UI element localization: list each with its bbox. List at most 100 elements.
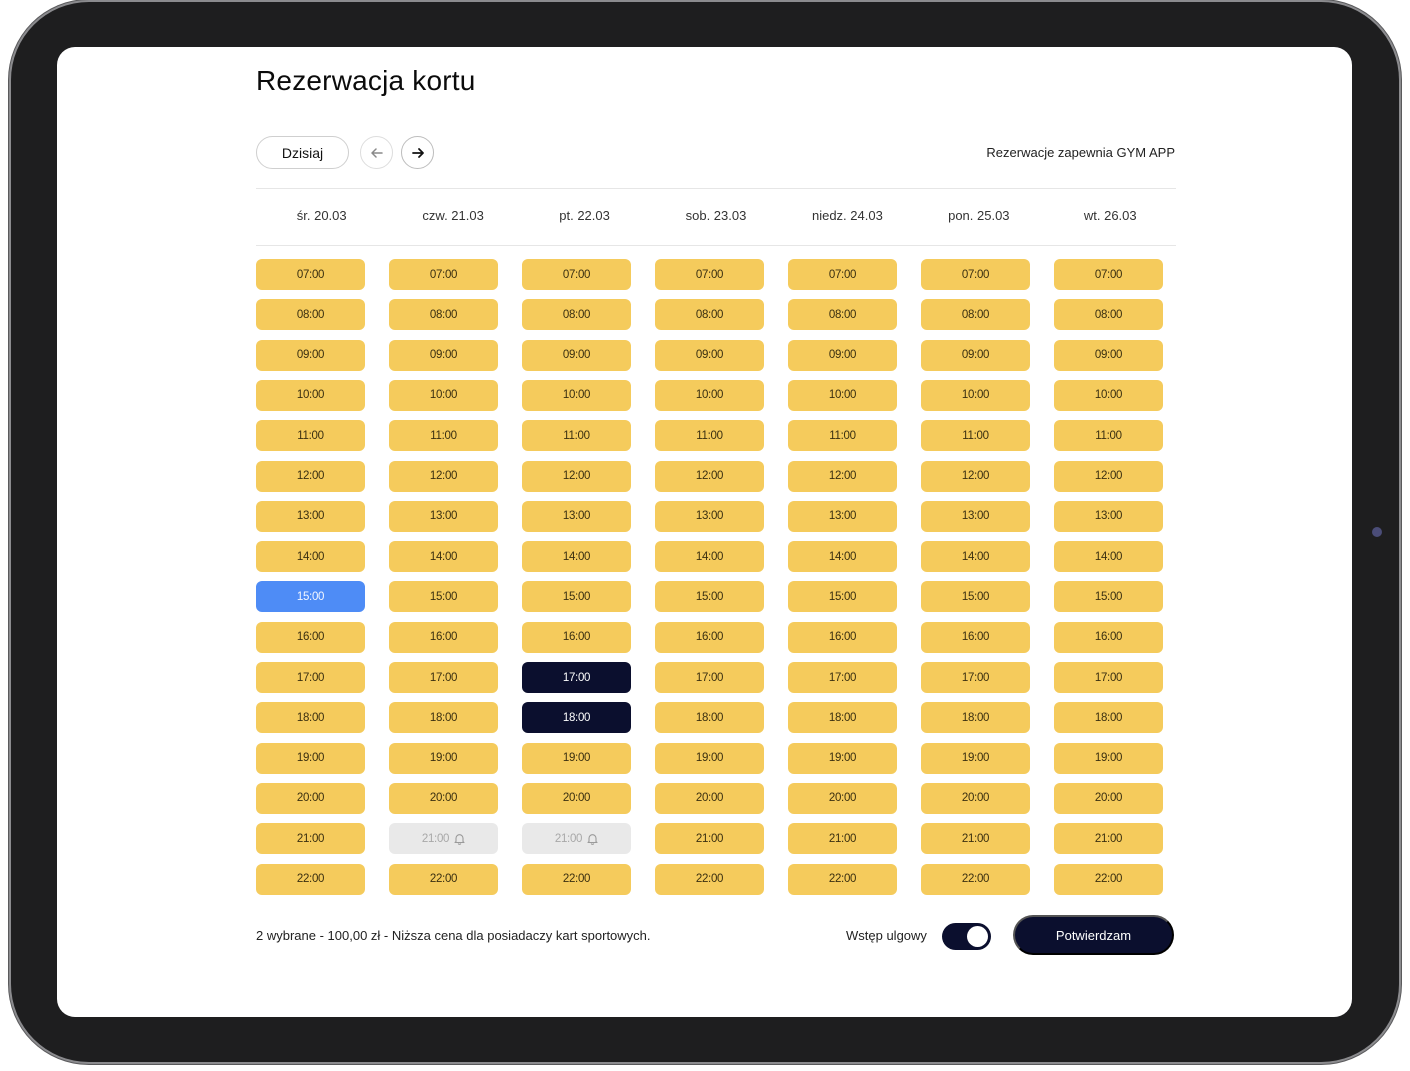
time-slot-available[interactable]: 12:00 [788, 460, 897, 492]
time-slot-available[interactable]: 17:00 [655, 662, 764, 693]
time-slot-available[interactable]: 08:00 [655, 299, 764, 331]
time-slot-available[interactable]: 20:00 [655, 782, 764, 814]
time-slot-available[interactable]: 19:00 [389, 742, 498, 774]
today-button[interactable]: Dzisiaj [256, 136, 349, 169]
time-slot-available[interactable]: 14:00 [788, 541, 897, 573]
time-slot-available[interactable]: 16:00 [788, 621, 897, 653]
time-slot-available[interactable]: 12:00 [921, 460, 1030, 492]
time-slot-available[interactable]: 10:00 [655, 379, 764, 411]
time-slot-available[interactable]: 12:00 [256, 460, 365, 492]
time-slot-available[interactable]: 12:00 [522, 460, 631, 492]
time-slot-available[interactable]: 14:00 [522, 541, 631, 573]
time-slot-available[interactable]: 22:00 [1054, 863, 1163, 895]
time-slot-available[interactable]: 07:00 [655, 259, 764, 290]
time-slot-available[interactable]: 21:00 [655, 823, 764, 855]
time-slot-available[interactable]: 18:00 [1054, 702, 1163, 734]
time-slot-available[interactable]: 17:00 [921, 662, 1030, 693]
time-slot-available[interactable]: 19:00 [655, 742, 764, 774]
time-slot-available[interactable]: 08:00 [788, 299, 897, 331]
time-slot-available[interactable]: 21:00 [1054, 823, 1163, 855]
time-slot-available[interactable]: 08:00 [389, 299, 498, 331]
time-slot-available[interactable]: 13:00 [389, 500, 498, 532]
time-slot-available[interactable]: 09:00 [921, 339, 1030, 371]
time-slot-available[interactable]: 07:00 [256, 259, 365, 290]
time-slot-available[interactable]: 08:00 [522, 299, 631, 331]
time-slot-available[interactable]: 09:00 [1054, 339, 1163, 371]
time-slot-available[interactable]: 19:00 [522, 742, 631, 774]
time-slot-available[interactable]: 22:00 [921, 863, 1030, 895]
time-slot-available[interactable]: 07:00 [522, 259, 631, 290]
previous-week-button[interactable] [360, 136, 393, 169]
confirm-button[interactable]: Potwierdzam [1013, 915, 1174, 955]
time-slot-available[interactable]: 21:00 [256, 823, 365, 855]
time-slot-available[interactable]: 20:00 [389, 782, 498, 814]
time-slot-available[interactable]: 22:00 [522, 863, 631, 895]
time-slot-available[interactable]: 15:00 [522, 581, 631, 613]
time-slot-available[interactable]: 11:00 [655, 420, 764, 452]
next-week-button[interactable] [401, 136, 434, 169]
time-slot-available[interactable]: 11:00 [921, 420, 1030, 452]
time-slot-available[interactable]: 14:00 [1054, 541, 1163, 573]
time-slot-available[interactable]: 10:00 [921, 379, 1030, 411]
time-slot-available[interactable]: 19:00 [256, 742, 365, 774]
time-slot-available[interactable]: 15:00 [655, 581, 764, 613]
time-slot-available[interactable]: 20:00 [788, 782, 897, 814]
time-slot-available[interactable]: 18:00 [256, 702, 365, 734]
time-slot-available[interactable]: 11:00 [256, 420, 365, 452]
time-slot-available[interactable]: 20:00 [1054, 782, 1163, 814]
time-slot-available[interactable]: 15:00 [788, 581, 897, 613]
time-slot-available[interactable]: 22:00 [655, 863, 764, 895]
bell-icon[interactable] [587, 833, 598, 845]
discount-toggle[interactable] [942, 923, 991, 950]
time-slot-available[interactable]: 22:00 [788, 863, 897, 895]
time-slot-available[interactable]: 13:00 [655, 500, 764, 532]
time-slot-available[interactable]: 10:00 [389, 379, 498, 411]
time-slot-available[interactable]: 08:00 [921, 299, 1030, 331]
time-slot-available[interactable]: 17:00 [389, 662, 498, 693]
time-slot-available[interactable]: 09:00 [655, 339, 764, 371]
time-slot-available[interactable]: 21:00 [921, 823, 1030, 855]
time-slot-available[interactable]: 13:00 [788, 500, 897, 532]
time-slot-available[interactable]: 19:00 [788, 742, 897, 774]
time-slot-available[interactable]: 07:00 [788, 259, 897, 290]
time-slot-available[interactable]: 20:00 [256, 782, 365, 814]
time-slot-available[interactable]: 09:00 [389, 339, 498, 371]
time-slot-available[interactable]: 13:00 [256, 500, 365, 532]
time-slot-available[interactable]: 18:00 [389, 702, 498, 734]
time-slot-available[interactable]: 17:00 [1054, 662, 1163, 693]
time-slot-available[interactable]: 14:00 [389, 541, 498, 573]
time-slot-available[interactable]: 16:00 [522, 621, 631, 653]
time-slot-available[interactable]: 13:00 [522, 500, 631, 532]
time-slot-available[interactable]: 07:00 [921, 259, 1030, 290]
time-slot-available[interactable]: 09:00 [256, 339, 365, 371]
time-slot-available[interactable]: 07:00 [389, 259, 498, 290]
time-slot-available[interactable]: 22:00 [389, 863, 498, 895]
time-slot-available[interactable]: 13:00 [1054, 500, 1163, 532]
time-slot-available[interactable]: 14:00 [256, 541, 365, 573]
time-slot-available[interactable]: 22:00 [256, 863, 365, 895]
time-slot-available[interactable]: 19:00 [921, 742, 1030, 774]
time-slot-available[interactable]: 12:00 [389, 460, 498, 492]
time-slot-available[interactable]: 08:00 [1054, 299, 1163, 331]
time-slot-available[interactable]: 16:00 [655, 621, 764, 653]
time-slot-available[interactable]: 10:00 [788, 379, 897, 411]
time-slot-available[interactable]: 10:00 [1054, 379, 1163, 411]
time-slot-available[interactable]: 12:00 [655, 460, 764, 492]
time-slot-available[interactable]: 13:00 [921, 500, 1030, 532]
time-slot-available[interactable]: 14:00 [921, 541, 1030, 573]
time-slot-available[interactable]: 17:00 [788, 662, 897, 693]
time-slot-available[interactable]: 14:00 [655, 541, 764, 573]
time-slot-available[interactable]: 20:00 [522, 782, 631, 814]
time-slot-available[interactable]: 07:00 [1054, 259, 1163, 290]
time-slot-available[interactable]: 19:00 [1054, 742, 1163, 774]
time-slot-available[interactable]: 10:00 [522, 379, 631, 411]
time-slot-available[interactable]: 16:00 [921, 621, 1030, 653]
bell-icon[interactable] [454, 833, 465, 845]
time-slot-available[interactable]: 11:00 [788, 420, 897, 452]
time-slot-available[interactable]: 16:00 [1054, 621, 1163, 653]
time-slot-available[interactable]: 11:00 [389, 420, 498, 452]
time-slot-available[interactable]: 20:00 [921, 782, 1030, 814]
time-slot-available[interactable]: 18:00 [655, 702, 764, 734]
time-slot-available[interactable]: 09:00 [522, 339, 631, 371]
time-slot-available[interactable]: 18:00 [921, 702, 1030, 734]
